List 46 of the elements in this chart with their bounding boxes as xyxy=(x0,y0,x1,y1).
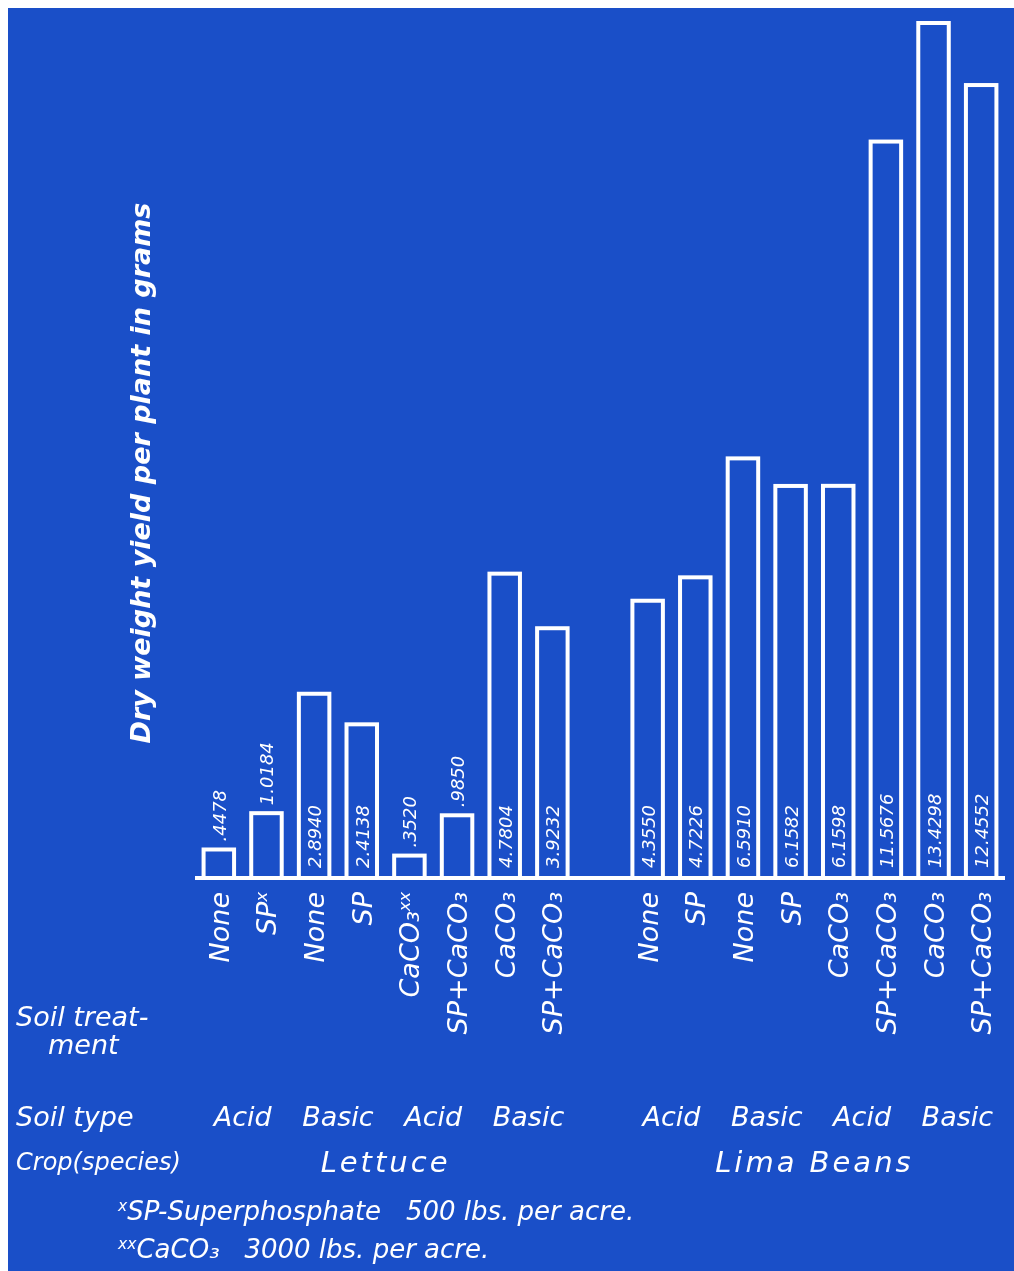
data-label: 2.8940 xyxy=(304,805,326,868)
data-label: 4.7226 xyxy=(685,805,707,868)
text: Lima Beans xyxy=(715,1145,914,1179)
text: $^{xx}$CaCO₃ 3000 lbs. per acre. xyxy=(117,1234,490,1264)
x-tick-label: SP+CaCO₃ xyxy=(870,892,902,1035)
text: Basic xyxy=(492,1101,565,1132)
text: Basic xyxy=(921,1101,994,1132)
data-label: 1.0184 xyxy=(256,742,278,806)
data-label: 13.4298 xyxy=(923,793,945,868)
text: $^{x}$SP-Superphosphate 500 lbs. per acre. xyxy=(117,1196,635,1226)
data-label: .9850 xyxy=(447,755,469,808)
data-label: .3520 xyxy=(399,796,421,848)
text: Soil treat- ment xyxy=(16,1001,149,1060)
data-label: .4478 xyxy=(208,789,230,842)
x-tick-label: None xyxy=(632,892,664,963)
x-tick-label: CaCO₃ xyxy=(489,892,521,979)
text: Acid xyxy=(402,1101,464,1132)
text: Lettuce xyxy=(320,1145,451,1179)
text: Acid xyxy=(211,1101,273,1132)
x-tick-label: SP+CaCO₃ xyxy=(537,892,569,1035)
data-label: 2.4138 xyxy=(351,805,373,868)
x-tick-label: SP+CaCO₃ xyxy=(442,892,474,1035)
text: Basic xyxy=(302,1101,374,1132)
data-label: 6.1598 xyxy=(828,805,850,868)
text: Basic xyxy=(731,1101,803,1132)
x-tick-label: SP xyxy=(346,891,378,926)
text: Crop(species) xyxy=(16,1148,181,1176)
x-tick-label: CaCO₃ xyxy=(823,892,855,979)
x-tick-label: CaCO₃ xyxy=(918,892,950,979)
data-label: 3.9232 xyxy=(542,805,564,868)
data-label: 4.7804 xyxy=(494,805,516,868)
text: Acid xyxy=(640,1101,702,1132)
x-tick-label: SP xyxy=(680,891,712,926)
data-label: 11.5676 xyxy=(875,793,897,868)
y-axis-title: Dry weight yield per plant in grams xyxy=(125,202,156,744)
data-label: 6.1582 xyxy=(780,805,802,868)
text: Acid xyxy=(831,1101,892,1132)
x-tick-label: None xyxy=(299,892,331,963)
data-label: 12.4552 xyxy=(971,793,993,868)
x-tick-label: SP xyxy=(775,891,807,926)
data-label: 4.3550 xyxy=(637,805,659,868)
x-tick-label: None xyxy=(727,892,759,963)
x-tick-label: SP+CaCO₃ xyxy=(966,892,998,1035)
x-tick-label: None xyxy=(203,892,235,963)
data-label: 6.5910 xyxy=(732,805,754,868)
text: Soil type xyxy=(16,1101,134,1132)
